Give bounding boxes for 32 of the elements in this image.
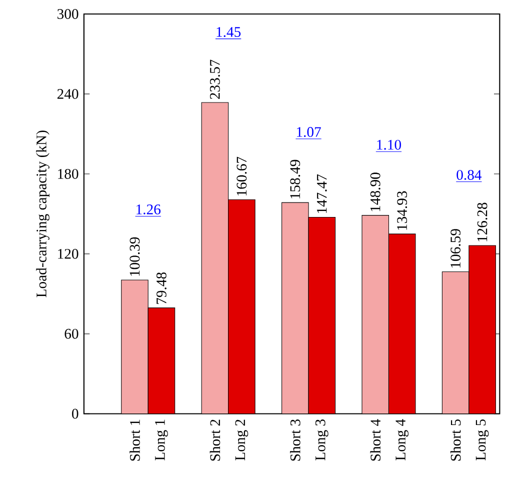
- y-tick-label: 180: [58, 169, 78, 179]
- y-tick-label: 300: [58, 9, 78, 20]
- x-tick-label: Long 5: [476, 420, 489, 461]
- x-tick-label: Short 4: [370, 419, 381, 461]
- annotation: 0.84: [456, 170, 482, 180]
- y-tick-label: 240: [57, 89, 78, 100]
- x-tick-label: Long 2: [235, 420, 248, 461]
- y-tick-label: 120: [58, 249, 78, 259]
- data-label: 160.67: [236, 156, 247, 196]
- x-tick-label: Short 2: [210, 420, 220, 461]
- data-label: 106.59: [450, 229, 461, 268]
- data-label: 233.57: [210, 60, 220, 100]
- data-label: 126.28: [477, 202, 488, 242]
- x-tick-label: Long 4: [396, 419, 408, 461]
- data-label: 100.39: [130, 237, 140, 276]
- data-label: 79.48: [156, 272, 166, 304]
- data-label: 158.49: [290, 160, 300, 198]
- data-label: 134.93: [397, 191, 408, 230]
- y-tick-label: 0: [72, 408, 78, 419]
- annotation: 1.45: [216, 27, 241, 38]
- y-tick-label: 60: [64, 329, 78, 339]
- y-axis-title: Load-carrying capacity (kN): [36, 130, 50, 298]
- annotation: 1.10: [377, 140, 401, 150]
- x-tick-label: Long 1: [155, 420, 168, 461]
- annotation: 1.07: [296, 127, 321, 138]
- data-label: 148.90: [370, 172, 380, 212]
- x-tick-label: Short 3: [290, 420, 300, 461]
- x-tick-label: Short 5: [450, 420, 461, 461]
- x-tick-label: Short 1: [130, 420, 140, 461]
- data-label: 147.47: [316, 174, 327, 214]
- annotation: 1.26: [136, 204, 161, 215]
- x-tick-label: Long 3: [315, 420, 328, 461]
